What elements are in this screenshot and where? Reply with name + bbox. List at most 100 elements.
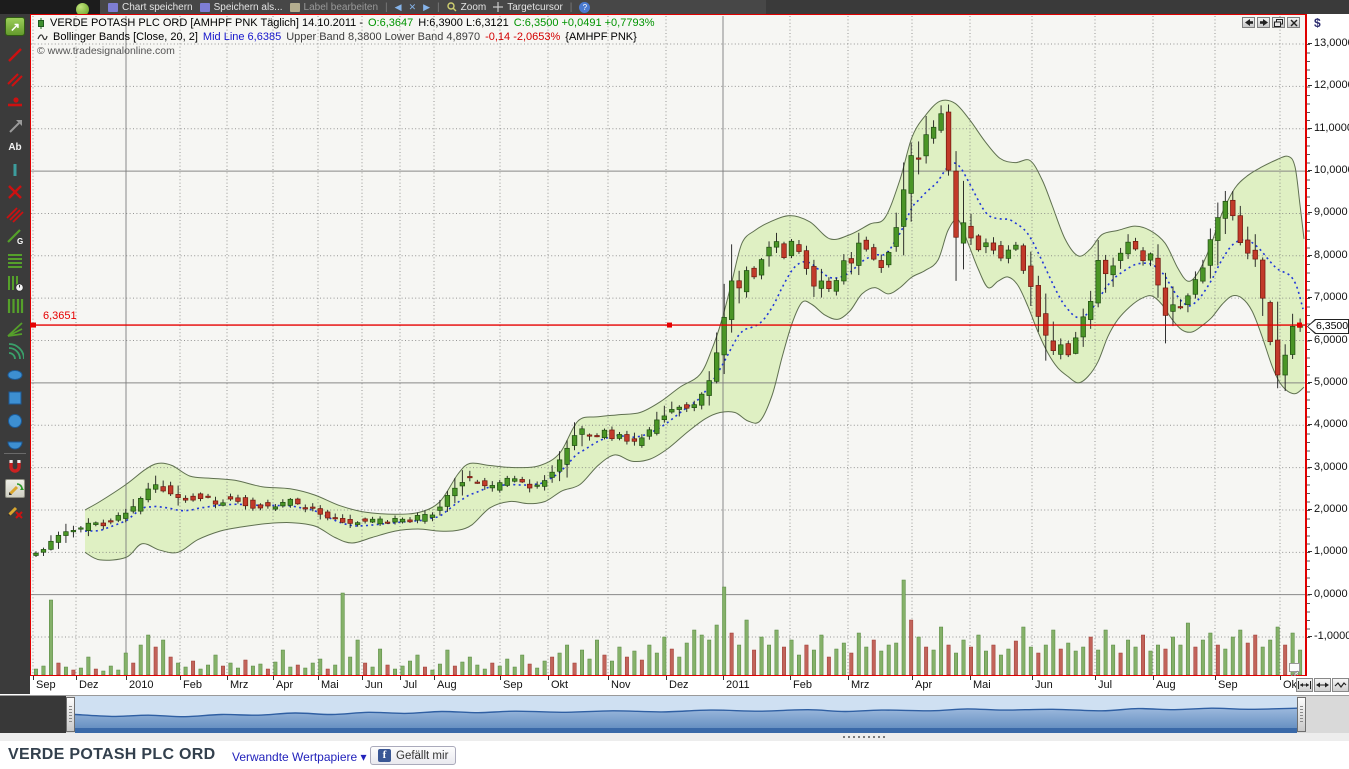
fan-lines-icon (12, 210, 24, 223)
panel-splitter[interactable] (0, 733, 1349, 741)
time-tick (362, 676, 363, 680)
time-tick (76, 676, 77, 680)
indicator-icon (37, 34, 48, 41)
save-icon (108, 2, 118, 12)
tool-circle[interactable] (5, 411, 25, 430)
tool-vertical-line[interactable] (5, 160, 25, 179)
month-label: Mrz (851, 679, 870, 691)
window-close-button[interactable] (1287, 17, 1300, 28)
select-arrow-icon: ↗ (9, 19, 21, 34)
navigator-left-area (0, 696, 66, 734)
zoom-button[interactable]: Zoom (446, 2, 486, 13)
edit-label-button[interactable]: Label bearbeiten (289, 2, 378, 13)
chart-resize-grip[interactable] (1289, 663, 1300, 677)
time-tick (180, 676, 181, 680)
price-tick-label: 8,0000 (1308, 248, 1348, 261)
edit-label-icon (289, 2, 300, 12)
main-chart-panel[interactable]: VERDE POTASH PLC ORD [AMHPF PNK Täglich]… (30, 14, 1307, 677)
help-button[interactable]: ? (579, 1, 591, 13)
tool-trendline[interactable] (5, 45, 25, 64)
auto-scale-button[interactable] (1332, 678, 1349, 692)
tool-arrow[interactable] (5, 116, 25, 135)
time-tick (400, 676, 401, 680)
hline-handle[interactable] (667, 322, 672, 328)
trendline-icon (8, 47, 22, 62)
tool-ellipse[interactable] (5, 365, 25, 384)
price-tick-label: 1,0000 (1308, 545, 1348, 558)
bollinger-mid-line (84, 162, 1304, 532)
targetcursor-label: Targetcursor (507, 1, 563, 13)
tool-fan-lines[interactable] (5, 204, 25, 223)
tool-horizontal-line[interactable] (5, 93, 25, 112)
time-tick (723, 676, 724, 680)
nav-reset-button[interactable]: ✕ (409, 2, 417, 13)
navigator-left-handle[interactable] (66, 697, 75, 732)
save-as-label: Speichern als... (213, 1, 283, 13)
time-tick (970, 676, 971, 680)
tool-cross-line[interactable] (5, 182, 25, 201)
watermark-row: © www.tradesignalonline.com (37, 44, 654, 58)
time-tick (666, 676, 667, 680)
toolbar-separator: | (385, 1, 388, 13)
price-axis[interactable]: $ 13,0000 12,0000 11,0000 10,0000 9,0000 8,00… (1307, 14, 1349, 676)
month-label: Okt (1283, 679, 1301, 691)
month-label: Apr (915, 679, 933, 691)
tool-time-zones[interactable] (5, 273, 25, 292)
window-back-button[interactable] (1242, 17, 1255, 28)
edit-pencil-icon (20, 486, 24, 490)
tool-text[interactable]: Ab (5, 138, 25, 157)
price-tick-label: 5,0000 (1308, 375, 1348, 388)
facebook-like-button[interactable]: f Gefällt mir (370, 746, 457, 765)
range-navigator[interactable] (0, 695, 1349, 734)
compress-scale-button[interactable] (1296, 678, 1313, 692)
price-tick-label: 7,0000 (1308, 291, 1348, 304)
tool-edit-drawings[interactable] (5, 479, 25, 498)
navigator-right-handle[interactable] (1297, 697, 1306, 732)
forward-icon (1259, 19, 1268, 26)
time-axis[interactable]: Sep Dez 2010 Feb Mrz Apr Mai Jun Jul Aug Sep Okt Nov… (30, 676, 1307, 694)
time-tick (1215, 676, 1216, 680)
chart-window-controls (1242, 17, 1300, 28)
hline-handle[interactable] (1297, 322, 1302, 328)
tool-magnet[interactable] (5, 457, 25, 476)
restore-icon (1274, 18, 1283, 27)
instrument-title: VERDE POTASH PLC ORD [AMHPF PNK Täglich]… (50, 17, 363, 29)
tool-gann-line[interactable]: G (5, 227, 25, 246)
trendline-horizontal[interactable] (31, 322, 1305, 328)
navigator-preview[interactable] (75, 696, 1297, 733)
tool-vertical-zones[interactable] (5, 296, 25, 315)
tool-gann-fan[interactable] (5, 319, 25, 338)
month-label: Nov (611, 679, 631, 691)
month-label: Jun (1035, 679, 1053, 691)
back-icon (1244, 19, 1253, 26)
hline-handle[interactable] (31, 322, 36, 328)
month-label: Mrz (230, 679, 249, 691)
tool-rectangle[interactable] (5, 388, 25, 407)
save-chart-button[interactable]: Chart speichern (108, 2, 193, 13)
save-as-button[interactable]: Speichern als... (199, 1, 283, 13)
toolbar-button-panel: Chart speichern Speichern als... Label b… (100, 0, 766, 14)
currency-symbol: $ (1314, 16, 1321, 30)
tool-parallel-lines[interactable] (5, 69, 25, 88)
expand-scale-button[interactable] (1314, 678, 1331, 692)
tool-fibonacci-arcs[interactable] (5, 342, 25, 361)
related-securities-link[interactable]: Verwandte Wertpapiere ▾ (232, 750, 367, 764)
text-tool-icon: Ab (8, 142, 22, 153)
price-chart[interactable] (31, 15, 1305, 675)
month-label: Mai (973, 679, 991, 691)
watermark-text: © www.tradesignalonline.com (37, 45, 175, 57)
nav-forward-button[interactable]: ▶ (423, 2, 430, 13)
tool-delete-drawing[interactable] (5, 501, 25, 520)
nav-back-button[interactable]: ◀ (395, 2, 402, 13)
price-tick-label: 0,0000 (1308, 587, 1348, 600)
wave-icon (1334, 682, 1347, 688)
drawing-tool-rail: ↗ Ab G (0, 14, 30, 694)
targetcursor-button[interactable]: Targetcursor (493, 2, 563, 13)
tool-arc[interactable] (5, 433, 25, 452)
window-restore-button[interactable] (1272, 17, 1285, 28)
indicator-change: -0,14 -2,0653% (485, 31, 561, 43)
tool-fibonacci-retracements[interactable] (5, 250, 25, 269)
tool-select-button[interactable]: ↗ (5, 17, 25, 36)
window-forward-button[interactable] (1257, 17, 1270, 28)
time-tick (434, 676, 435, 680)
